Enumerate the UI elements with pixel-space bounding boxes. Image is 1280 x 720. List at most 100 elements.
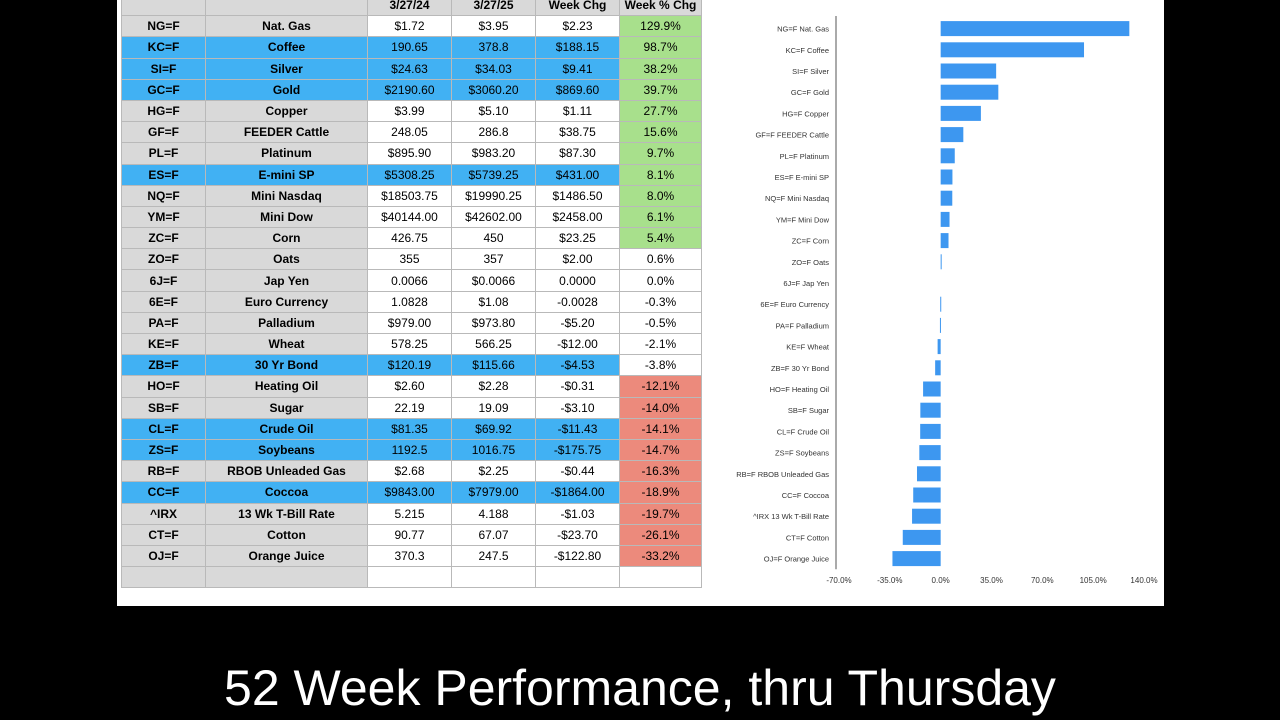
category-label: YM=F Mini Dow — [776, 215, 830, 224]
change-cell: 0.0000 — [535, 269, 620, 292]
change-cell: $2458.00 — [535, 205, 620, 229]
category-label: ZC=F Corn — [792, 237, 829, 246]
symbol-cell: GC=F — [121, 78, 206, 101]
price-end-cell: 286.8 — [451, 121, 536, 144]
price-start-cell: 0.0066 — [367, 269, 452, 292]
name-cell: Oats — [205, 248, 368, 271]
price-end-cell: 450 — [451, 227, 536, 250]
category-label: GF=F FEEDER Cattle — [755, 131, 829, 140]
category-label: SB=F Sugar — [788, 406, 830, 415]
price-start-cell: $40144.00 — [367, 205, 452, 229]
name-cell: Platinum — [205, 142, 368, 165]
bar — [940, 148, 955, 164]
bar — [940, 254, 942, 270]
symbol-cell: 6J=F — [121, 269, 206, 292]
symbol-cell: ZS=F — [121, 438, 206, 462]
price-start-cell: $979.00 — [367, 311, 452, 335]
symbol-cell: ZC=F — [121, 227, 206, 250]
category-label: 6J=F Jap Yen — [783, 279, 829, 288]
bar — [940, 127, 964, 143]
pct-change-cell: -3.8% — [619, 354, 702, 377]
x-tick-label: 70.0% — [1031, 576, 1054, 585]
name-cell: Copper — [205, 99, 368, 123]
price-end-cell: $5.10 — [451, 99, 536, 123]
bar — [940, 211, 950, 227]
category-label: HG=F Copper — [782, 109, 829, 118]
price-start-cell: 22.19 — [367, 396, 452, 419]
table-row: ZC=F Corn 426.75 450 $23.25 5.4% — [121, 227, 702, 250]
name-cell: Euro Currency — [205, 290, 368, 313]
name-cell: Sugar — [205, 396, 368, 419]
change-cell: -$1.03 — [535, 502, 620, 525]
table-row: KC=F Coffee 190.65 378.8 $188.15 98.7% — [121, 36, 702, 59]
x-tick-label: 0.0% — [932, 576, 950, 585]
name-cell: Gold — [205, 78, 368, 101]
bar — [940, 21, 1130, 37]
table-row: ZB=F 30 Yr Bond $120.19 $115.66 -$4.53 -3.8% — [121, 354, 702, 377]
price-start-cell: $5308.25 — [367, 163, 452, 186]
category-label: CT=F Cotton — [786, 533, 829, 542]
symbol-cell: CL=F — [121, 417, 206, 440]
price-end-cell: 19.09 — [451, 396, 536, 419]
category-label: KC=F Coffee — [786, 46, 829, 55]
header-blank-symbol — [121, 0, 206, 17]
name-cell: Mini Dow — [205, 205, 368, 229]
price-start-cell: 578.25 — [367, 332, 452, 356]
blank-cell — [121, 566, 206, 589]
symbol-cell: NQ=F — [121, 184, 206, 207]
price-end-cell: $983.20 — [451, 142, 536, 165]
bar — [912, 508, 941, 524]
table-row: ZO=F Oats 355 357 $2.00 0.6% — [121, 248, 702, 271]
bar — [940, 42, 1085, 58]
category-label: 6E=F Euro Currency — [760, 300, 829, 309]
symbol-cell: PA=F — [121, 311, 206, 335]
price-end-cell: $7979.00 — [451, 481, 536, 504]
pct-change-cell: -14.1% — [619, 417, 702, 440]
x-tick-label: -70.0% — [826, 576, 851, 585]
pct-change-cell: -2.1% — [619, 332, 702, 356]
change-cell: -$11.43 — [535, 417, 620, 440]
category-label: SI=F Silver — [792, 67, 829, 76]
name-cell: Corn — [205, 227, 368, 250]
pct-change-cell: -14.7% — [619, 438, 702, 462]
change-cell: -$5.20 — [535, 311, 620, 335]
caption: 52 Week Performance, thru Thursday — [224, 660, 1056, 716]
price-start-cell: $18503.75 — [367, 184, 452, 207]
price-start-cell: 90.77 — [367, 523, 452, 546]
bar — [923, 381, 941, 397]
price-end-cell: 566.25 — [451, 332, 536, 356]
symbol-cell: CT=F — [121, 523, 206, 546]
change-cell: -$122.80 — [535, 544, 620, 568]
change-cell: $431.00 — [535, 163, 620, 186]
price-end-cell: 1016.75 — [451, 438, 536, 462]
category-label: ES=F E-mini SP — [775, 173, 829, 182]
x-tick-label: 140.0% — [1130, 576, 1157, 585]
price-end-cell: $2.28 — [451, 375, 536, 398]
price-end-cell: 357 — [451, 248, 536, 271]
commodity-table: 3/27/24 3/27/25 Week Chg Week % Chg NG=F… — [121, 0, 702, 589]
price-end-cell: $115.66 — [451, 354, 536, 377]
name-cell: 30 Yr Bond — [205, 354, 368, 377]
pct-change-cell: 98.7% — [619, 36, 702, 59]
price-end-cell: 67.07 — [451, 523, 536, 546]
name-cell: Heating Oil — [205, 375, 368, 398]
table-row: ES=F E-mini SP $5308.25 $5739.25 $431.00 8.1% — [121, 163, 702, 186]
change-cell: $38.75 — [535, 121, 620, 144]
name-cell: Crude Oil — [205, 417, 368, 440]
name-cell: 13 Wk T-Bill Rate — [205, 502, 368, 525]
price-end-cell: 247.5 — [451, 544, 536, 568]
pct-change-cell: 39.7% — [619, 78, 702, 101]
pct-change-cell: -12.1% — [619, 375, 702, 398]
symbol-cell: HO=F — [121, 375, 206, 398]
bar — [920, 402, 941, 418]
symbol-cell: SI=F — [121, 57, 206, 80]
symbol-cell: ^IRX — [121, 502, 206, 525]
table-row: NG=F Nat. Gas $1.72 $3.95 $2.23 129.9% — [121, 15, 702, 38]
name-cell: Nat. Gas — [205, 15, 368, 38]
category-label: ZB=F 30 Yr Bond — [771, 364, 829, 373]
name-cell: Jap Yen — [205, 269, 368, 292]
blank-cell — [367, 566, 452, 589]
category-label: RB=F RBOB Unleaded Gas — [736, 470, 829, 479]
symbol-cell: ZO=F — [121, 248, 206, 271]
name-cell: Palladium — [205, 311, 368, 335]
